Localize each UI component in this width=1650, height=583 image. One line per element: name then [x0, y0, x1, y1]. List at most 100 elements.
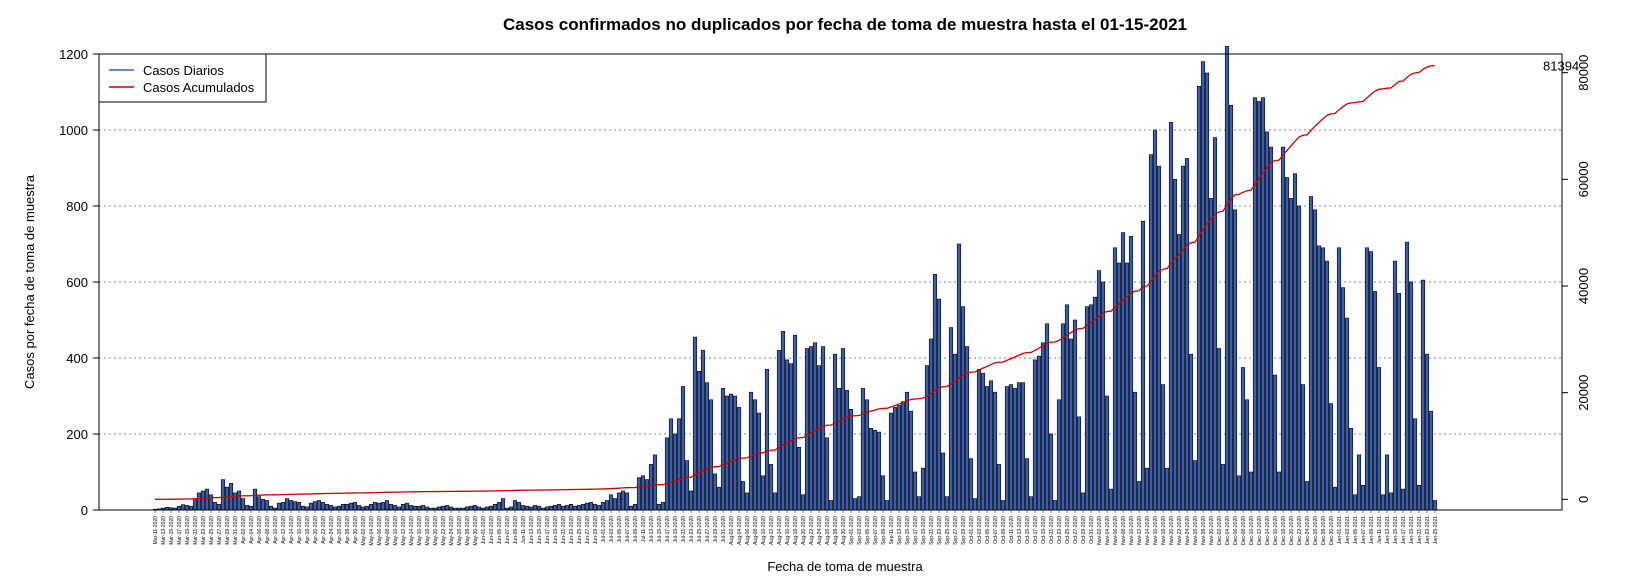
daily-bar [804, 348, 810, 511]
x-tick-label: Sep-11-2020 [889, 516, 895, 545]
x-tick-label: Jun-05-2020 [497, 516, 503, 544]
x-tick-label: May-22-2020 [441, 516, 447, 546]
daily-bar [492, 503, 498, 511]
daily-bar [1028, 496, 1034, 511]
daily-bar [1088, 304, 1094, 511]
x-tick-label: Sep-05-2020 [865, 516, 871, 545]
daily-bar [824, 437, 830, 511]
daily-bar [840, 348, 846, 511]
y-tick-label: 200 [66, 427, 88, 442]
daily-bar [1124, 262, 1130, 511]
daily-bar [1024, 458, 1030, 511]
x-tick-label: Dec-12-2020 [1257, 516, 1263, 545]
x-tick-label: Mar-13-2020 [161, 516, 167, 545]
x-tick-label: Mar-25-2020 [209, 516, 215, 545]
daily-bar [704, 382, 710, 511]
daily-bar [980, 372, 986, 511]
daily-bar [796, 446, 802, 511]
daily-bar [1152, 129, 1158, 511]
daily-bar [1312, 209, 1318, 511]
daily-bar [1296, 205, 1302, 511]
daily-bar [676, 418, 682, 511]
x-tick-label: May-28-2020 [465, 516, 471, 546]
daily-bar [1360, 484, 1366, 511]
daily-bar [1420, 279, 1426, 511]
daily-bar [896, 405, 902, 511]
daily-bar [1232, 209, 1238, 511]
daily-bar [972, 498, 978, 511]
x-tick-label: Mar-17-2020 [177, 516, 183, 545]
daily-bar [612, 498, 618, 511]
x-tick-label: Jan-19-2021 [1409, 516, 1415, 544]
daily-bar [1076, 416, 1082, 511]
daily-bar [996, 464, 1002, 511]
x-tick-label: Apr-28-2020 [345, 516, 351, 544]
daily-bar [924, 365, 930, 511]
x-tick-label: Nov-30-2020 [1209, 516, 1215, 545]
daily-bar [1072, 319, 1078, 511]
x-tick-label: Sep-23-2020 [937, 516, 943, 545]
daily-bar [744, 492, 750, 511]
y2-tick-label: 80000 [1576, 55, 1591, 91]
x-tick-label: Apr-10-2020 [273, 516, 279, 544]
daily-bar [1184, 158, 1190, 511]
daily-bar [784, 359, 790, 511]
legend: Casos Diarios Casos Acumulados [98, 53, 267, 103]
x-tick-label: Mar-29-2020 [225, 516, 231, 545]
daily-bar [812, 342, 818, 511]
daily-bar [564, 505, 570, 511]
daily-bar [1228, 105, 1234, 511]
daily-bar [1384, 454, 1390, 511]
daily-bar [204, 488, 210, 511]
x-tick-label: Oct-17-2020 [1033, 516, 1039, 544]
daily-bar [776, 350, 782, 511]
daily-bar [496, 502, 502, 511]
x-tick-label: May-10-2020 [393, 516, 399, 546]
daily-bar [880, 475, 886, 511]
daily-bar [576, 505, 582, 511]
daily-bar [380, 502, 386, 511]
x-tick-label: Jun-19-2020 [553, 516, 559, 544]
daily-bar [732, 395, 738, 511]
daily-bar [596, 505, 602, 511]
daily-bar [364, 505, 370, 511]
x-tick-label: Jun-23-2020 [569, 516, 575, 544]
legend-daily-label: Casos Diarios [143, 63, 224, 78]
daily-bar [1348, 427, 1354, 511]
x-tick-label: Jul-07-2020 [625, 516, 631, 543]
daily-bar [1428, 410, 1434, 511]
daily-bar [284, 498, 290, 511]
daily-bar [340, 503, 346, 511]
x-tick-label: Jul-09-2020 [633, 516, 639, 543]
daily-bar [644, 479, 650, 511]
y-tick-label: 0 [81, 503, 88, 518]
daily-bar [200, 490, 206, 511]
daily-bar [920, 467, 926, 511]
x-tick-label: May-02-2020 [361, 516, 367, 546]
daily-bar [940, 452, 946, 511]
x-tick-label: Jul-21-2020 [681, 516, 687, 543]
daily-bar [1128, 236, 1134, 511]
daily-bar [772, 492, 778, 511]
daily-bar [328, 505, 334, 511]
daily-bar [1424, 353, 1430, 511]
x-tick-label: Apr-22-2020 [321, 516, 327, 544]
x-tick-label: Aug-28-2020 [833, 516, 839, 545]
daily-bar [256, 496, 262, 511]
x-tick-label: Aug-16-2020 [785, 516, 791, 545]
x-tick-label: Jul-29-2020 [713, 516, 719, 543]
x-tick-label: Apr-30-2020 [353, 516, 359, 544]
x-tick-label: Nov-28-2020 [1201, 516, 1207, 545]
daily-bar [416, 505, 422, 511]
daily-bar [640, 475, 646, 511]
x-tick-label: Aug-18-2020 [793, 516, 799, 545]
x-tick-label: Jun-09-2020 [513, 516, 519, 544]
daily-bar [348, 502, 354, 511]
x-tick-label: Jul-19-2020 [673, 516, 679, 543]
daily-bar [1252, 97, 1258, 511]
daily-bar [968, 458, 974, 511]
daily-bar [500, 498, 506, 511]
daily-bar [816, 365, 822, 511]
daily-bar [1144, 467, 1150, 511]
x-tick-label: Apr-24-2020 [329, 516, 335, 544]
